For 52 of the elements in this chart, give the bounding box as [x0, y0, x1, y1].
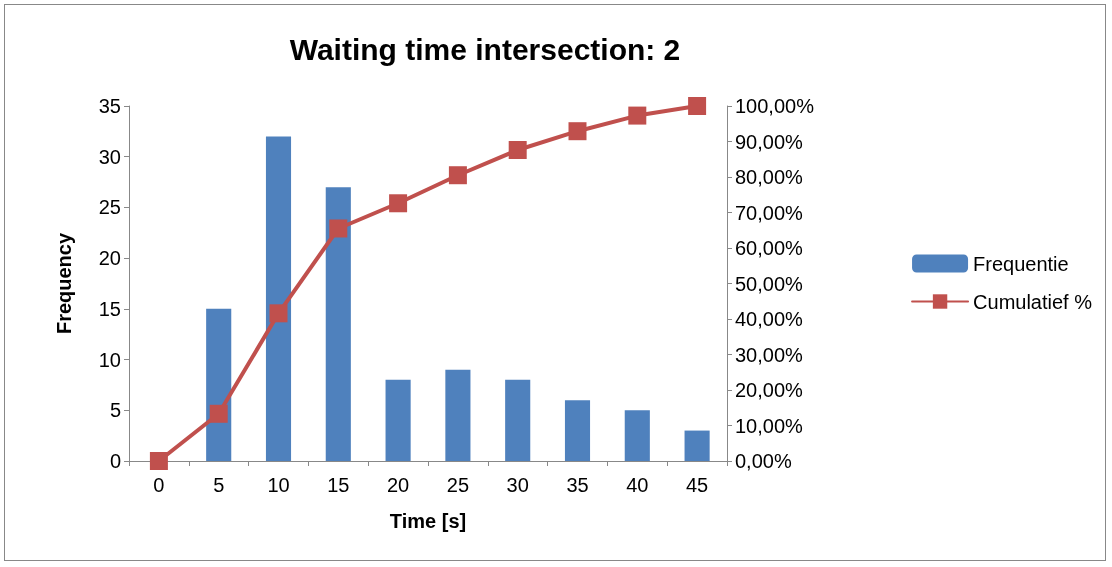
x-tick-label: 30 [506, 474, 529, 496]
bar [265, 136, 292, 461]
y-tick-label: 15 [98, 297, 121, 320]
y-tick-label: 0 [109, 450, 121, 472]
y-tick-label: 5 [109, 399, 121, 422]
bar [385, 379, 411, 461]
y2-tick-label: 60,00% [735, 237, 804, 259]
y2-tick-label: 10,00% [735, 414, 804, 437]
bar [505, 379, 531, 461]
y2-tick-label: 20,00% [735, 379, 804, 401]
x-axis-title: Time [s] [389, 510, 467, 532]
bar [445, 369, 471, 461]
bar [564, 400, 591, 461]
x-tick-label: 0 [153, 474, 165, 496]
x-tick-label: 5 [213, 474, 225, 496]
legend-label: Cumulatief % [973, 290, 1093, 313]
y2-tick-label: 50,00% [735, 272, 804, 295]
chart-title: Waiting time intersection: 2 [289, 32, 681, 66]
point [389, 194, 408, 213]
y-tick-label: 35 [98, 95, 121, 117]
x-tick-label: 25 [446, 474, 470, 496]
y2-tick-label: 90,00% [735, 130, 804, 153]
y2-tick-label: 80,00% [735, 166, 804, 188]
point [508, 141, 527, 160]
y2-tick-label: 40,00% [735, 308, 804, 330]
bar [325, 187, 351, 461]
point [688, 97, 707, 115]
y-tick-label: 25 [98, 196, 121, 219]
y-tick-label: 20 [98, 247, 121, 270]
point [568, 122, 587, 141]
point [448, 166, 467, 185]
x-tick-label: 45 [685, 474, 709, 496]
point [209, 404, 228, 423]
y-tick-label: 10 [98, 348, 121, 371]
point [149, 452, 168, 470]
x-tick-label: 10 [267, 474, 290, 496]
y2-tick-label: 100,00% [735, 95, 815, 117]
x-tick-label: 35 [566, 474, 589, 496]
point [329, 219, 348, 238]
bar [684, 430, 710, 461]
y2-tick-label: 70,00% [735, 201, 804, 224]
x-tick-label: 40 [626, 474, 649, 496]
x-tick-label: 15 [327, 474, 350, 496]
y2-tick-label: 30,00% [735, 343, 804, 366]
point [628, 106, 647, 125]
bar [624, 410, 650, 461]
y-axis-title: Frequency [53, 232, 75, 335]
x-tick-label: 20 [386, 474, 410, 496]
y-tick-label: 30 [98, 145, 121, 168]
legend-label: Frequentie [973, 252, 1069, 275]
y2-tick-label: 0,00% [735, 450, 792, 472]
point [269, 304, 288, 323]
